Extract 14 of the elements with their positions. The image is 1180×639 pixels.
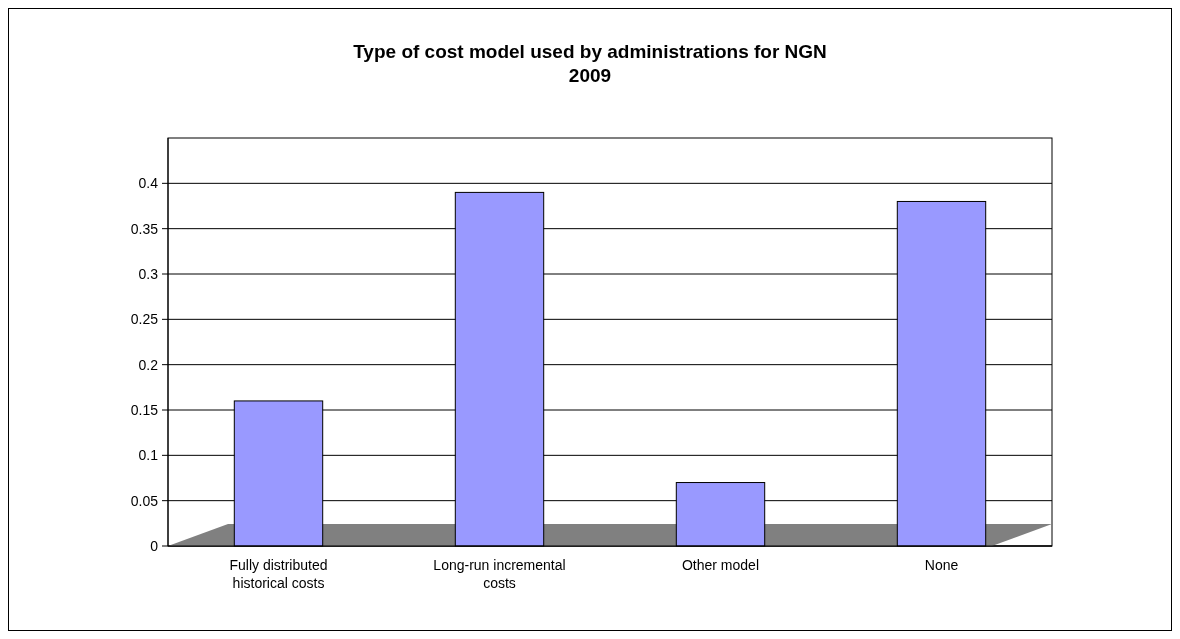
- y-tick-label: 0.4: [138, 175, 159, 192]
- y-tick-label: 0: [150, 537, 159, 554]
- x-tick-label: Fully distributed historical costs: [229, 557, 328, 591]
- x-tick-label: Other model: [681, 557, 760, 573]
- y-tick-label: 0.2: [138, 356, 159, 373]
- y-tick-label: 0.1: [138, 447, 159, 464]
- y-tick-label: 0.35: [130, 220, 159, 237]
- y-tick-label: 0.25: [130, 311, 159, 328]
- chart-title: Type of cost model used by administrations for NGN 2009: [353, 41, 827, 86]
- y-tick-label: 0.3: [138, 265, 159, 282]
- x-tick-label: Long-run incremental costs: [433, 557, 566, 591]
- y-tick-label: 0.05: [130, 492, 159, 509]
- x-tick-label: None: [924, 557, 959, 573]
- y-tick-label: 0.15: [130, 401, 159, 418]
